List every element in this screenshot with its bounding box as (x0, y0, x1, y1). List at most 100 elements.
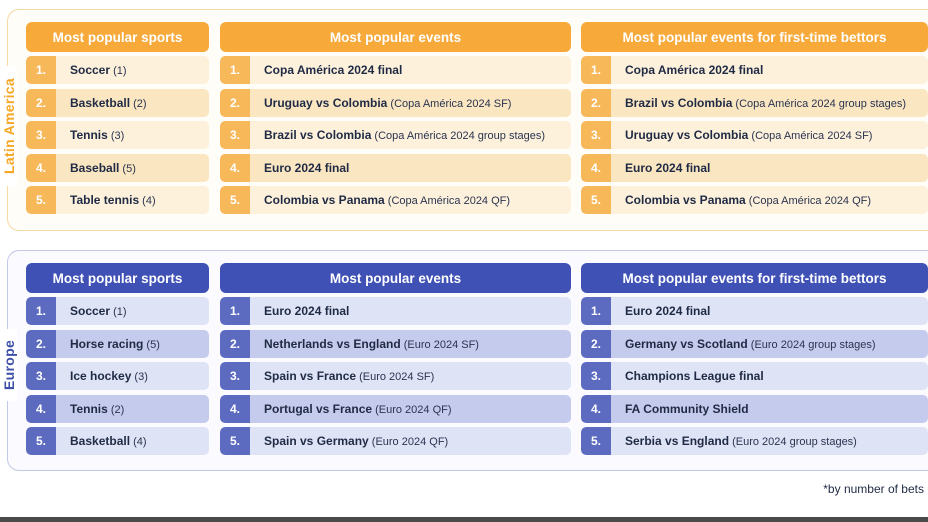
item-detail: (4) (139, 194, 156, 207)
rank-number: 3. (581, 362, 611, 391)
item-text: Brazil vs Colombia (Copa América 2024 gr… (250, 128, 545, 142)
rank-number: 1. (220, 56, 250, 85)
rank-number: 4. (26, 394, 56, 423)
item-name: Serbia vs England (625, 433, 730, 448)
item-text: Ice hockey (3) (56, 369, 148, 383)
list-item: 1. Euro 2024 final (220, 297, 571, 326)
list-item: 1. Copa América 2024 final (220, 56, 571, 85)
item-name: Brazil vs Colombia (625, 95, 733, 110)
item-detail: (Euro 2024 SF) (400, 338, 479, 351)
rank-number: 5. (26, 426, 56, 455)
list-item: 1. Copa América 2024 final (581, 56, 928, 85)
europe-sports-panel: Most popular sports 1. Soccer (1) 2. Horse … (26, 263, 209, 455)
item-text: Basketball (4) (56, 434, 147, 448)
panel-header: Most popular events (220, 263, 571, 293)
list-item: 4. Euro 2024 final (581, 153, 928, 182)
footnote: *by number of bets (823, 482, 924, 496)
list-item: 3. Ice hockey (3) (26, 362, 209, 391)
panel-header: Most popular sports (26, 263, 209, 293)
rank-number: 3. (26, 362, 56, 391)
rank-number: 3. (220, 121, 250, 150)
item-name: Netherlands vs England (264, 336, 401, 351)
item-name: Copa América 2024 final (625, 63, 764, 78)
rank-number: 3. (220, 362, 250, 391)
item-name: Colombia vs Panama (625, 192, 746, 207)
rank-number: 5. (581, 426, 611, 455)
item-detail: (Euro 2024 QF) (368, 435, 449, 448)
list-item: 5. Serbia vs England (Euro 2024 group sta… (581, 426, 928, 455)
panel-header: Most popular events for first-time betto… (581, 22, 928, 52)
rank-number: 3. (581, 121, 611, 150)
item-name: Uruguay vs Colombia (625, 128, 749, 143)
rank-number: 5. (220, 426, 250, 455)
latam-first-time-panel: Most popular events for first-time betto… (581, 22, 928, 214)
list-item: 3. Champions League final (581, 362, 928, 391)
item-detail: (Copa América 2024 QF) (384, 194, 511, 207)
item-name: Soccer (70, 63, 111, 78)
rank-number: 4. (220, 394, 250, 423)
item-detail: (Copa América 2024 SF) (748, 130, 873, 143)
item-text: Euro 2024 final (250, 304, 349, 318)
item-text: FA Community Shield (611, 402, 749, 416)
europe-events-panel: Most popular events 1. Euro 2024 final 2. N… (220, 263, 571, 455)
item-name: Brazil vs Colombia (264, 128, 372, 143)
rank-number: 1. (581, 56, 611, 85)
item-name: Euro 2024 final (625, 304, 711, 319)
rank-number: 1. (220, 297, 250, 326)
item-detail: (Copa América 2024 SF) (387, 97, 512, 110)
item-detail: (1) (110, 65, 127, 78)
rank-number: 2. (220, 88, 250, 117)
rank-number: 2. (581, 329, 611, 358)
panel-header: Most popular events for first-time betto… (581, 263, 928, 293)
item-name: Basketball (70, 95, 131, 110)
item-detail: (Euro 2024 group stages) (747, 338, 876, 351)
item-name: Uruguay vs Colombia (264, 95, 388, 110)
item-text: Table tennis (4) (56, 193, 156, 207)
item-name: Baseball (70, 160, 120, 175)
item-name: Basketball (70, 433, 131, 448)
item-text: Netherlands vs England (Euro 2024 SF) (250, 337, 479, 351)
item-name: Tennis (70, 128, 108, 143)
list-item: 5. Table tennis (4) (26, 185, 209, 214)
list-item: 3. Uruguay vs Colombia (Copa América 2024… (581, 121, 928, 150)
rank-number: 5. (220, 185, 250, 214)
rank-number: 4. (220, 153, 250, 182)
item-text: Horse racing (5) (56, 337, 160, 351)
panel-header: Most popular events (220, 22, 571, 52)
list-item: 1. Soccer (1) (26, 297, 209, 326)
item-detail: (2) (107, 403, 125, 416)
item-name: Horse racing (70, 336, 144, 351)
item-detail: (Copa América 2024 group stages) (732, 97, 907, 110)
rank-number: 1. (26, 56, 56, 85)
item-text: Uruguay vs Colombia (Copa América 2024 S… (611, 128, 872, 142)
item-name: Spain vs France (264, 369, 357, 384)
rank-number: 5. (581, 185, 611, 214)
list-item: 4. Portugal vs France (Euro 2024 QF) (220, 394, 571, 423)
item-name: Portugal vs France (264, 401, 373, 416)
item-text: Spain vs France (Euro 2024 SF) (250, 369, 434, 383)
item-name: Spain vs Germany (264, 433, 369, 448)
item-text: Tennis (3) (56, 128, 124, 142)
list-item: 5. Basketball (4) (26, 426, 209, 455)
item-text: Champions League final (611, 369, 764, 383)
europe-first-time-panel: Most popular events for first-time betto… (581, 263, 928, 455)
item-detail: (5) (143, 338, 160, 351)
item-name: Ice hockey (70, 369, 132, 384)
item-text: Euro 2024 final (250, 161, 349, 175)
latam-events-panel: Most popular events 1. Copa América 2024 … (220, 22, 571, 214)
rank-number: 2. (26, 329, 56, 358)
item-text: Euro 2024 final (611, 161, 710, 175)
list-item: 2. Horse racing (5) (26, 329, 209, 358)
region-label-europe: Europe (1, 329, 17, 401)
list-item: 4. Euro 2024 final (220, 153, 571, 182)
latam-sports-panel: Most popular sports 1. Soccer (1) 2. Basket… (26, 22, 209, 214)
rank-number: 4. (581, 153, 611, 182)
list-item: 5. Colombia vs Panama (Copa América 2024 … (581, 185, 928, 214)
item-name: Soccer (70, 304, 111, 319)
item-name: Colombia vs Panama (264, 192, 385, 207)
list-item: 2. Uruguay vs Colombia (Copa América 2024… (220, 88, 571, 117)
region-label-latin-america: Latin America (1, 66, 17, 186)
list-item: 1. Soccer (1) (26, 56, 209, 85)
list-item: 4. FA Community Shield (581, 394, 928, 423)
item-detail: (Copa América 2024 group stages) (371, 130, 546, 143)
